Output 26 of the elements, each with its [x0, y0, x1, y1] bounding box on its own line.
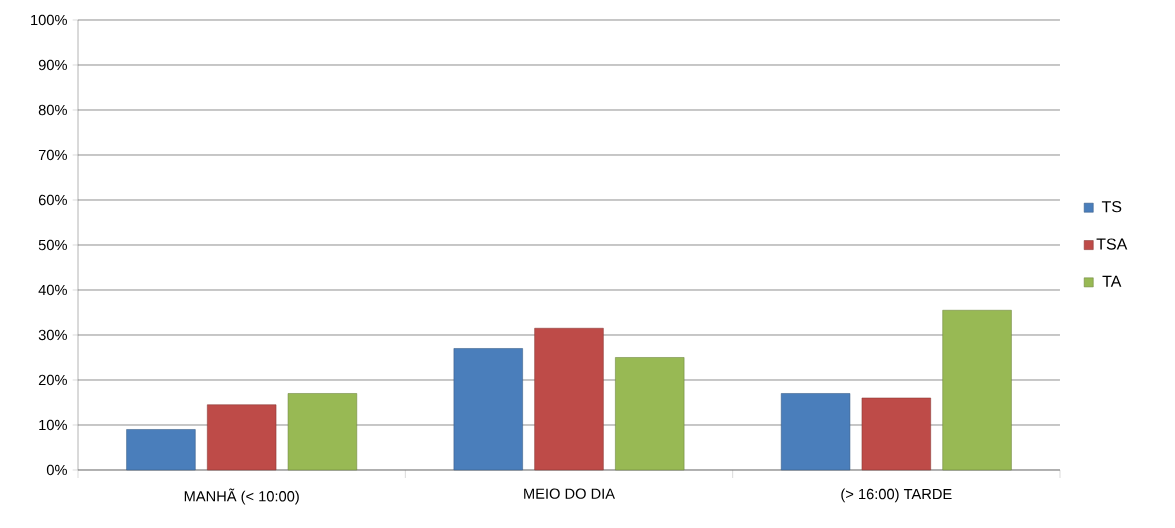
bar — [126, 429, 196, 471]
y-tick-label: 90% — [38, 59, 67, 71]
x-tick-label: (> 16:00) TARDE — [841, 488, 952, 503]
y-tick-label: 80% — [38, 104, 67, 116]
y-tick-label: 50% — [38, 239, 67, 251]
y-tick-label: 100% — [31, 14, 67, 26]
y-tick-label: 20% — [38, 374, 67, 386]
bar — [615, 357, 685, 471]
legend-label: TA — [1102, 275, 1122, 287]
y-tick-label: 70% — [38, 149, 67, 161]
y-tick-label: 40% — [38, 284, 67, 296]
bar — [780, 393, 851, 471]
bar — [207, 404, 277, 471]
legend-label: TS — [1101, 201, 1122, 213]
bar — [534, 327, 604, 471]
y-tick-label: 60% — [38, 194, 67, 206]
y-tick-label: 30% — [38, 329, 67, 341]
bar — [453, 348, 523, 471]
bar — [861, 397, 931, 471]
x-tick-label: MANHÃ (< 10:00) — [184, 488, 299, 505]
x-tick-label: MEIO DO DIA — [524, 488, 615, 499]
y-tick-label: 10% — [39, 419, 67, 431]
bar — [942, 309, 1012, 471]
legend-label: TSA — [1096, 238, 1128, 250]
bar — [287, 393, 358, 471]
y-tick-label: 0% — [46, 464, 67, 476]
